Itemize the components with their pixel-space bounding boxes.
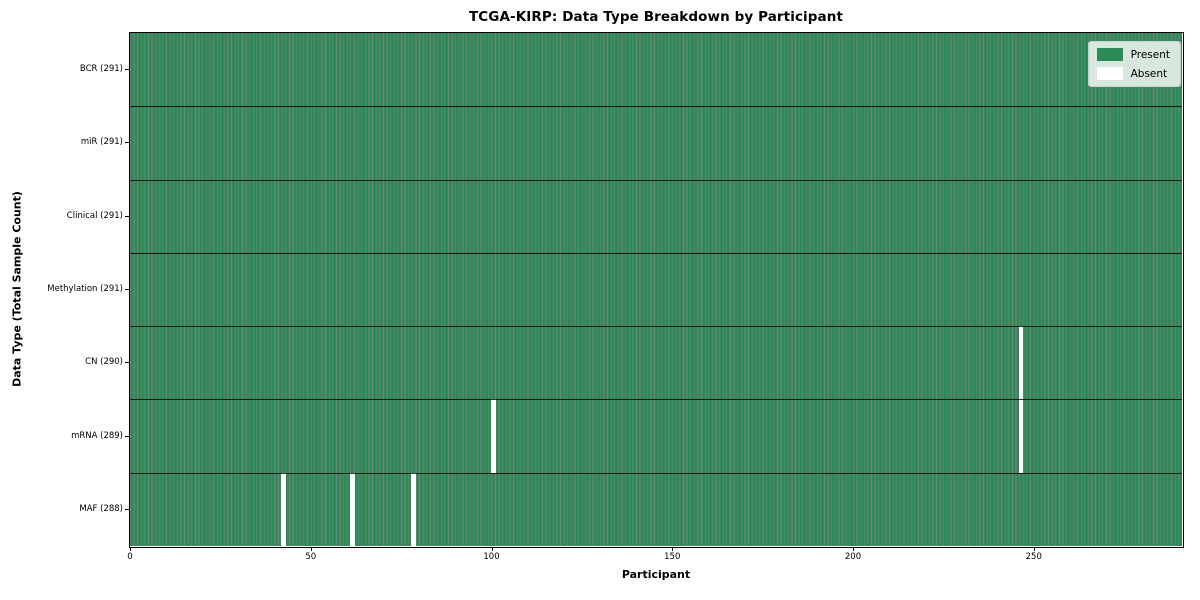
heatmap-row-cn — [130, 326, 1182, 400]
x-tick-mark — [672, 547, 674, 551]
x-tick-mark — [130, 547, 131, 551]
x-tick-label: 200 — [844, 552, 862, 562]
x-tick-label: 100 — [483, 552, 500, 562]
legend-label-present: Present — [1130, 48, 1170, 61]
y-tick-mark — [125, 362, 129, 364]
y-tick-label-bcr: BCR (291) — [79, 64, 123, 75]
x-axis-label: Participant — [621, 568, 691, 581]
row-separator — [130, 106, 1182, 108]
legend-label-absent: Absent — [1130, 67, 1168, 80]
heatmap-row-mir — [130, 106, 1182, 180]
row-separator — [130, 472, 1182, 474]
absent-cell — [411, 472, 417, 546]
absent-cell — [1018, 326, 1024, 400]
y-tick-mark — [125, 69, 129, 71]
heatmap-row-bcr — [130, 33, 1182, 107]
legend-swatch-present-icon — [1096, 48, 1123, 61]
x-tick-label: 150 — [664, 552, 681, 562]
x-tick-label: 50 — [305, 552, 317, 562]
y-tick-mark — [125, 142, 129, 144]
heatmap-row-maf — [130, 472, 1182, 546]
y-tick-label-methylation: Methylation (291) — [47, 284, 123, 294]
x-tick-mark — [1033, 547, 1035, 551]
y-tick-label-maf: MAF (288) — [79, 503, 123, 514]
x-tick-mark — [310, 547, 312, 551]
legend: Present Absent — [1087, 41, 1181, 87]
y-tick-mark — [125, 508, 129, 510]
x-tick-label: 0 — [127, 552, 133, 562]
heatmap-row-mrna — [130, 399, 1182, 473]
x-tick-label: 250 — [1025, 552, 1042, 562]
y-tick-mark — [125, 289, 129, 290]
row-separator — [130, 252, 1182, 254]
legend-item-absent: Absent — [1096, 67, 1170, 80]
absent-cell — [1018, 399, 1024, 473]
absent-cell — [491, 399, 496, 473]
legend-swatch-absent-icon — [1096, 67, 1123, 80]
heatmap-row-clinical — [130, 179, 1182, 253]
y-tick-label-clinical: Clinical (291) — [66, 210, 123, 221]
row-separator — [130, 179, 1182, 181]
plot-area: Present Absent — [130, 33, 1182, 546]
row-separator — [130, 399, 1182, 401]
y-tick-label-cn: CN (290) — [85, 357, 123, 368]
legend-item-present: Present — [1096, 48, 1170, 61]
y-tick-label-mrna: mRNA (289) — [71, 430, 123, 441]
chart-title: TCGA-KIRP: Data Type Breakdown by Partic… — [468, 9, 844, 25]
x-tick-mark — [491, 547, 493, 551]
absent-cell — [350, 472, 355, 546]
row-separator — [130, 326, 1182, 328]
x-tick-mark — [853, 547, 855, 551]
y-tick-mark — [125, 435, 129, 437]
y-tick-label-mir: miR (291) — [80, 137, 123, 148]
y-axis-label: Data Type (Total Sample Count) — [10, 191, 24, 387]
heatmap-row-methylation — [130, 252, 1182, 327]
absent-cell — [281, 472, 286, 546]
y-tick-mark — [125, 215, 129, 217]
